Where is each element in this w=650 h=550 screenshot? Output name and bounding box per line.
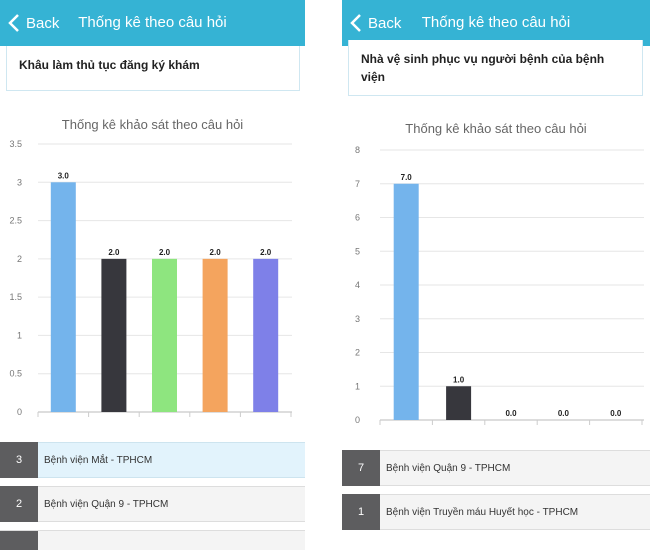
y-tick-label: 2.5 xyxy=(9,216,22,226)
question-text: Nhà vệ sinh phục vụ người bệnh của bệnh … xyxy=(348,40,643,96)
y-tick-label: 3 xyxy=(17,177,22,187)
y-tick-label: 5 xyxy=(355,246,360,256)
chevron-left-icon xyxy=(350,14,361,32)
y-tick-label: 4 xyxy=(355,280,360,290)
bar-value-label: 0.0 xyxy=(610,409,622,418)
count-badge xyxy=(0,531,38,550)
bar-value-label: 0.0 xyxy=(558,409,570,418)
count-badge: 1 xyxy=(342,494,380,530)
y-tick-label: 2 xyxy=(17,254,22,264)
y-tick-label: 3 xyxy=(355,314,360,324)
screen-right: Back Thống kê theo câu hỏi Nhà vệ sinh p… xyxy=(342,0,650,550)
count-badge: 7 xyxy=(342,450,380,486)
bar-chart: 0 1 2 3 4 5 6 7 8 7.0 1.0 0.0 0.0 0.0 xyxy=(342,0,650,445)
bar xyxy=(253,258,279,412)
question-text: Khâu làm thủ tục đăng ký khám xyxy=(6,46,300,91)
page-title: Thống kê theo câu hỏi xyxy=(78,14,227,31)
y-tick-label: 0 xyxy=(355,415,360,425)
chart-title: Thống kê khảo sát theo câu hỏi xyxy=(61,117,244,132)
bar xyxy=(446,386,472,420)
bar xyxy=(393,183,419,420)
chart-title: Thống kê khảo sát theo câu hỏi xyxy=(405,121,587,136)
bar xyxy=(50,182,76,412)
count-badge: 3 xyxy=(0,442,38,478)
bar-value-label: 3.0 xyxy=(58,171,70,180)
y-tick-label: 3.5 xyxy=(9,139,22,149)
app-header: Back Thống kê theo câu hỏi xyxy=(0,0,305,46)
back-button[interactable]: Back xyxy=(8,10,59,36)
bar xyxy=(202,258,228,412)
back-label: Back xyxy=(368,14,402,32)
list-item-partial xyxy=(0,530,305,550)
y-tick-label: 1 xyxy=(355,381,360,391)
y-tick-label: 1 xyxy=(17,330,22,340)
divider xyxy=(305,0,342,550)
bar-value-label: 2.0 xyxy=(210,248,222,257)
bar xyxy=(101,258,127,412)
list-item[interactable]: 3 Bệnh viện Mắt - TPHCM xyxy=(0,442,305,478)
back-label: Back xyxy=(26,14,60,32)
chevron-left-icon xyxy=(8,14,19,32)
hospital-name: Bệnh viện Truyền máu Huyết học - TPHCM xyxy=(386,506,579,518)
y-tick-label: 8 xyxy=(355,145,360,155)
app-header: Back Thống kê theo câu hỏi xyxy=(342,0,650,46)
bar xyxy=(152,258,177,412)
bar-chart: 0 0.5 1 1.5 2 2.5 3 3.5 3.0 2.0 2.0 2.0 2.0 xyxy=(0,0,305,445)
bar-value-label: 2.0 xyxy=(260,248,272,257)
screen-left: Back Thống kê theo câu hỏi Khâu làm thủ … xyxy=(0,0,305,550)
y-tick-label: 1.5 xyxy=(9,292,22,302)
bar-value-label: 1.0 xyxy=(453,375,465,384)
list-item[interactable]: 2 Bệnh viện Quận 9 - TPHCM xyxy=(0,486,305,522)
bar-value-label: 2.0 xyxy=(159,248,171,257)
count-badge: 2 xyxy=(0,486,38,522)
y-tick-label: 0 xyxy=(17,407,22,417)
y-tick-label: 2 xyxy=(355,348,360,358)
hospital-name: Bệnh viện Quận 9 - TPHCM xyxy=(44,498,169,510)
hospital-name: Bệnh viện Mắt - TPHCM xyxy=(44,454,153,466)
list-item[interactable]: 1 Bệnh viện Truyền máu Huyết học - TPHCM xyxy=(342,494,650,530)
y-tick-label: 6 xyxy=(355,213,360,223)
y-tick-label: 7 xyxy=(355,179,360,189)
list-item[interactable]: 7 Bệnh viện Quận 9 - TPHCM xyxy=(342,450,650,486)
hospital-name: Bệnh viện Quận 9 - TPHCM xyxy=(386,462,511,474)
bar-value-label: 7.0 xyxy=(401,173,413,182)
bar-value-label: 0.0 xyxy=(505,409,517,418)
y-tick-label: 0.5 xyxy=(9,369,22,379)
page-title: Thống kê theo câu hỏi xyxy=(421,14,571,31)
bar-value-label: 2.0 xyxy=(108,248,120,257)
back-button[interactable]: Back xyxy=(350,10,401,36)
